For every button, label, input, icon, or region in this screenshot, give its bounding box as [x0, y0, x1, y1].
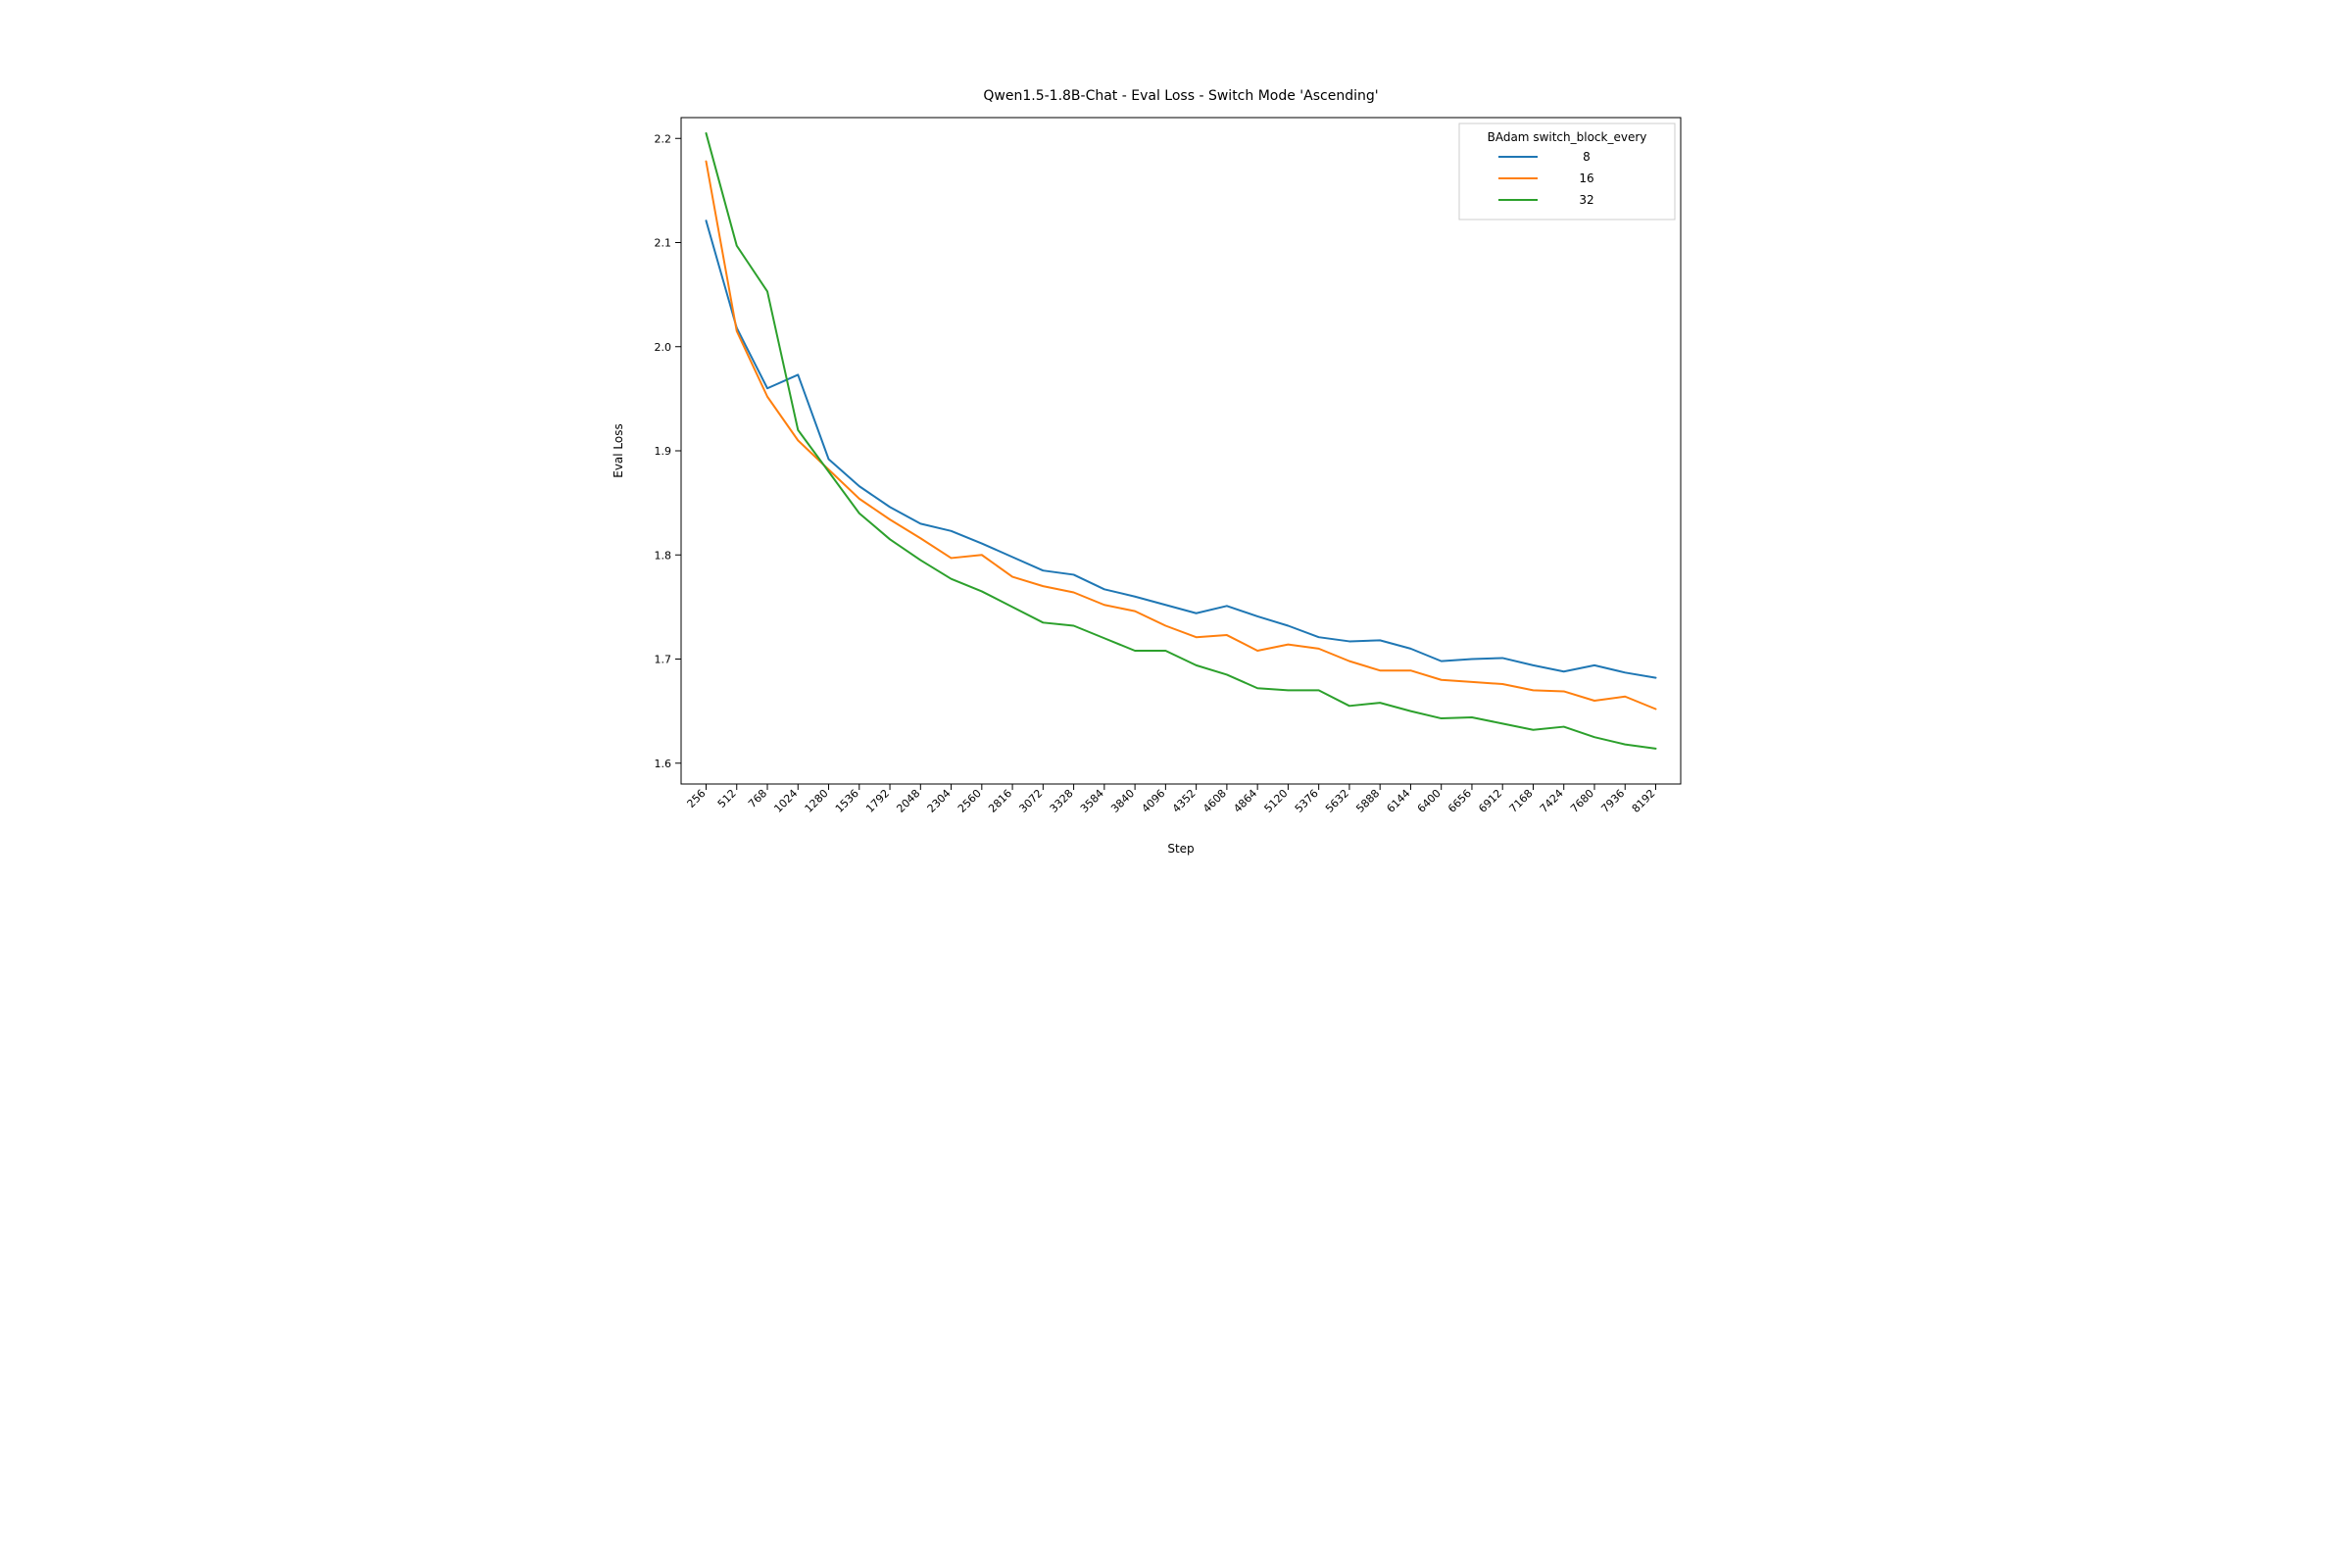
xtick-label: 3840	[1108, 787, 1137, 815]
xtick-label: 2048	[894, 787, 922, 815]
series-line-32	[707, 133, 1656, 749]
xtick-label: 768	[746, 787, 769, 810]
xtick-label: 512	[715, 787, 739, 810]
xtick-label: 4864	[1231, 787, 1259, 815]
legend: BAdam switch_block_every 8 16 32	[1459, 123, 1675, 220]
ytick-label: 2.1	[655, 237, 672, 250]
xtick-label: 5632	[1323, 787, 1351, 815]
xtick-label: 4352	[1170, 787, 1199, 815]
xtick-label: 7168	[1507, 787, 1536, 815]
xtick-label: 7680	[1568, 787, 1596, 815]
xtick-label: 1024	[771, 787, 800, 815]
legend-label: 32	[1579, 193, 1593, 207]
xtick-label: 1792	[863, 787, 892, 815]
x-axis-label: Step	[1167, 842, 1194, 856]
xtick-label: 5376	[1293, 787, 1321, 815]
xtick-label: 7936	[1598, 787, 1627, 815]
xtick-label: 2560	[956, 787, 984, 815]
ytick-label: 1.8	[655, 549, 672, 562]
legend-label: 16	[1579, 172, 1593, 185]
xtick-label: 6656	[1446, 787, 1474, 815]
xtick-label: 3072	[1016, 787, 1045, 815]
chart-title: Qwen1.5-1.8B-Chat - Eval Loss - Switch M…	[983, 88, 1378, 104]
ytick-label: 2.0	[655, 341, 672, 354]
xtick-label: 4096	[1140, 787, 1168, 815]
xtick-label: 3328	[1048, 787, 1076, 815]
series-line-8	[707, 220, 1656, 677]
xtick-label: 6912	[1476, 787, 1504, 815]
series-line-16	[707, 162, 1656, 710]
ytick-label: 1.9	[655, 445, 672, 458]
xtick-label: 4608	[1200, 787, 1229, 815]
xtick-label: 1280	[803, 787, 831, 815]
xtick-label: 7424	[1538, 787, 1566, 815]
ytick-label: 1.7	[655, 654, 672, 666]
xtick-label: 6400	[1415, 787, 1444, 815]
y-axis-label: Eval Loss	[612, 423, 625, 478]
xtick-label: 2816	[986, 787, 1014, 815]
chart-container: 1.6 1.7 1.8 1.9 2.0 2.1 2.2 256 512 7681024128015…	[514, 20, 1838, 902]
xtick-label: 1536	[833, 787, 861, 815]
xtick-label: 5888	[1353, 787, 1382, 815]
ytick-label: 2.2	[655, 132, 672, 145]
xtick-label: 2304	[925, 787, 954, 815]
xtick-label: 3584	[1078, 787, 1106, 815]
legend-label: 8	[1583, 150, 1591, 164]
legend-title: BAdam switch_block_every	[1488, 130, 1647, 144]
line-chart: 1.6 1.7 1.8 1.9 2.0 2.1 2.2 256 512 7681024128015…	[514, 20, 1838, 902]
ytick-label: 1.6	[655, 758, 672, 770]
xtick-label: 8192	[1630, 787, 1658, 815]
xtick-label: 6144	[1385, 787, 1413, 815]
xtick-label: 5120	[1262, 787, 1291, 815]
xtick-label: 256	[685, 787, 709, 810]
